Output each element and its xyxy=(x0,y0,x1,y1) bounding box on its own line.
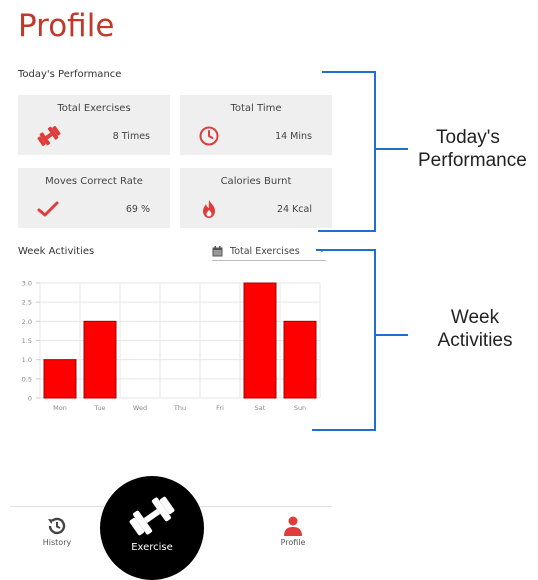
card-moves-correct-rate: Moves Correct Rate 69 % xyxy=(18,168,170,228)
annotation-text: Today's xyxy=(436,127,500,148)
chart-y-tick-label: 3.0 xyxy=(22,280,32,288)
calendar-icon xyxy=(212,246,223,260)
page-title: Profile xyxy=(18,8,115,44)
annotation-bracket-bottom xyxy=(312,429,376,431)
annotation-pointer xyxy=(376,148,408,150)
history-icon xyxy=(48,517,66,535)
chart-x-tick-label: Sat xyxy=(255,404,266,412)
annotation-bracket-bottom xyxy=(318,230,376,232)
card-title: Total Exercises xyxy=(57,103,131,114)
card-title: Moves Correct Rate xyxy=(45,176,143,187)
chart-x-tick-label: Wed xyxy=(133,404,147,412)
card-total-time: Total Time 14 Mins xyxy=(180,95,332,155)
annotation-text: Week xyxy=(450,307,500,328)
card-value: 24 Kcal xyxy=(276,204,312,215)
chart-y-tick-label: 2.5 xyxy=(22,299,32,307)
flame-icon xyxy=(198,198,222,220)
annotation-bracket-vertical xyxy=(374,71,376,232)
annotation-bracket-top xyxy=(322,71,376,73)
chart-bar xyxy=(283,320,317,399)
annotation-bracket-top xyxy=(316,249,376,251)
nav-profile-label: Profile xyxy=(280,538,306,547)
chart-y-tick-label: 2.0 xyxy=(22,318,32,326)
nav-history[interactable]: History xyxy=(32,516,82,547)
dumbbell-icon xyxy=(36,125,61,147)
exercise-type-dropdown[interactable]: Total Exercises ⌄ xyxy=(212,244,326,261)
card-value: 14 Mins xyxy=(275,131,312,142)
week-activities-label: Week Activities xyxy=(18,246,95,257)
annotation-week-activities: Week Activities xyxy=(414,306,536,352)
card-total-exercises: Total Exercises 8 Times xyxy=(18,95,170,155)
exercise-fab-label: Exercise xyxy=(131,542,173,553)
card-value: 8 Times xyxy=(112,131,150,142)
chart-y-tick-label: 0 xyxy=(28,395,32,403)
card-title: Calories Burnt xyxy=(220,176,292,187)
clock-icon xyxy=(198,125,222,147)
checkmark-icon xyxy=(36,198,60,220)
chart-bar xyxy=(83,320,117,399)
chart-bar xyxy=(243,282,277,399)
annotation-text: Performance xyxy=(418,150,527,171)
annotation-todays-performance: Today's Performance xyxy=(412,126,538,172)
exercise-fab-button[interactable]: Exercise xyxy=(100,476,204,580)
dumbbell-icon xyxy=(129,496,175,536)
dropdown-selected-value: Total Exercises xyxy=(230,246,300,257)
chart-x-tick-label: Fri xyxy=(216,404,224,412)
chart-x-tick-label: Thu xyxy=(173,404,186,412)
card-calories-burnt: Calories Burnt 24 Kcal xyxy=(180,168,332,228)
annotation-bracket-vertical xyxy=(374,249,376,431)
nav-profile[interactable]: Profile xyxy=(268,516,318,547)
card-title: Total Time xyxy=(230,103,282,114)
annotation-text: Activities xyxy=(437,330,513,351)
todays-performance-label: Today's Performance xyxy=(18,69,122,80)
annotation-pointer xyxy=(376,334,408,336)
chart-bar xyxy=(43,359,77,399)
card-value: 69 % xyxy=(125,204,150,215)
week-activities-chart: 0 0.5 1.0 1.5 2.0 2.5 3.0 Mon Tue Wed Thu Fri Sat Su… xyxy=(22,280,321,412)
nav-history-label: History xyxy=(42,538,72,547)
chart-x-tick-label: Sun xyxy=(294,404,306,412)
chart-y-tick-label: 0.5 xyxy=(22,375,32,383)
person-icon xyxy=(284,516,302,536)
chart-y-tick-label: 1.0 xyxy=(22,356,32,364)
chart-y-tick-label: 1.5 xyxy=(22,337,32,345)
chart-x-tick-label: Mon xyxy=(53,404,67,412)
chart-x-tick-label: Tue xyxy=(93,404,105,412)
